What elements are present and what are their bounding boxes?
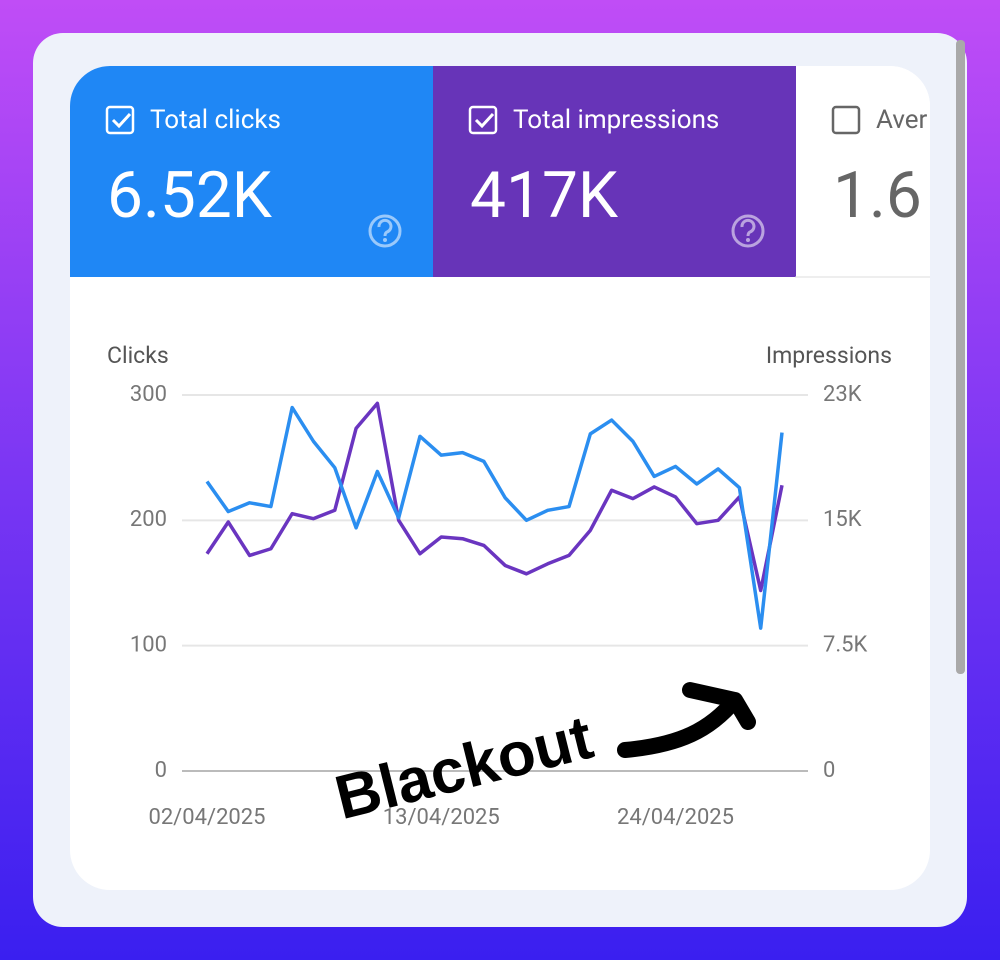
- y-axis-label: Clicks: [107, 342, 169, 369]
- x-tick-label: 24/04/2025: [617, 805, 734, 830]
- help-icon[interactable]: [368, 214, 402, 248]
- y-tick-label: 100: [130, 632, 167, 657]
- tile-value: 417K: [470, 158, 619, 233]
- tile-label: Total clicks: [150, 105, 281, 135]
- y2-axis-label: Impressions: [766, 342, 892, 369]
- help-icon-glyph: [740, 218, 756, 237]
- metric-tiles: Total clicks 6.52K Total impressions 417K Av…: [70, 66, 1000, 277]
- checkbox: [468, 105, 498, 135]
- y-tick-label: 200: [130, 507, 167, 532]
- checkbox: [831, 105, 861, 135]
- metric-tile[interactable]: [796, 66, 1000, 277]
- y-tick-label: 300: [130, 382, 167, 407]
- tile-label: Aver: [876, 105, 928, 135]
- y2-tick-label: 23K: [823, 382, 862, 407]
- annotation-arrow: [617, 682, 756, 758]
- help-icon-dot: [746, 238, 750, 242]
- metric-tile[interactable]: [433, 66, 796, 277]
- y-tick-label: 0: [155, 758, 167, 783]
- x-tick-label: 13/04/2025: [383, 805, 500, 830]
- help-icon[interactable]: [731, 214, 765, 248]
- metric-tile[interactable]: [70, 66, 433, 277]
- tile-value: 6.52K: [107, 158, 273, 233]
- scrollbar[interactable]: [956, 40, 965, 674]
- checkmark: [111, 112, 132, 129]
- series-line: [205, 401, 784, 593]
- tile-value: 1.6: [833, 158, 922, 233]
- tile-label: Total impressions: [513, 105, 719, 135]
- checkmark: [474, 112, 495, 129]
- series-line: [205, 405, 784, 630]
- help-icon-dot: [383, 238, 387, 242]
- x-tick-label: 02/04/2025: [148, 805, 265, 830]
- chart: Clicks Impressions 0 100 200 300 0 7.5K 15K 23K…: [107, 342, 892, 830]
- checkbox: [105, 105, 135, 135]
- y2-tick-label: 7.5K: [823, 632, 868, 657]
- y2-tick-label: 0: [823, 758, 835, 783]
- y2-tick-label: 15K: [823, 507, 862, 532]
- help-icon-glyph: [377, 218, 393, 237]
